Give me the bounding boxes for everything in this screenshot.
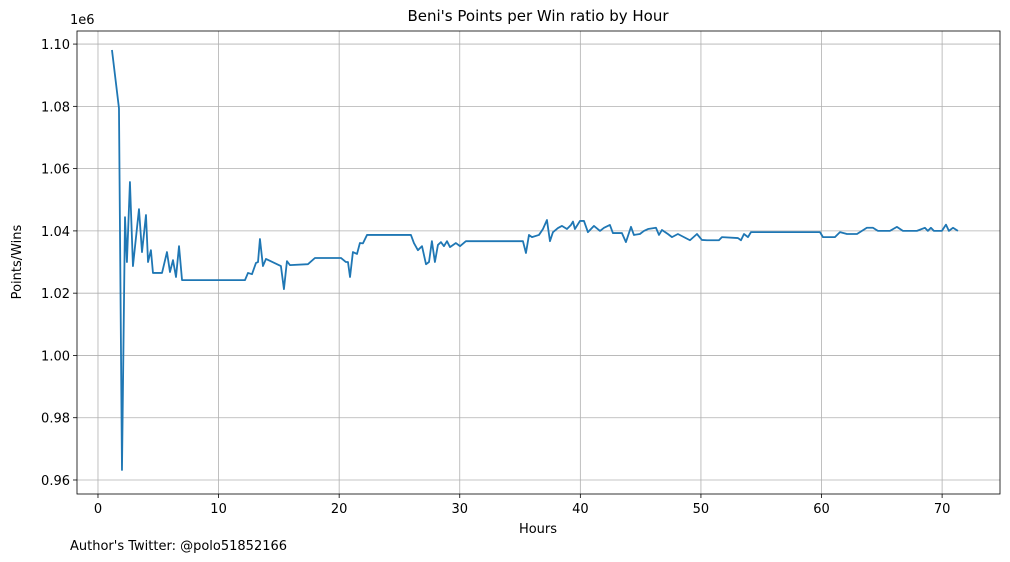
- y-tick-label: 1.06: [41, 163, 70, 178]
- y-tick-label: 1.08: [41, 100, 70, 115]
- y-tick-label: 1.02: [41, 287, 70, 302]
- x-tick-label: 40: [572, 502, 589, 517]
- x-axis-label: Hours: [519, 522, 557, 537]
- x-tick-label: 60: [813, 502, 830, 517]
- y-offset-label: 1e6: [70, 13, 95, 28]
- footer: Author's Twitter: @polo51852166: [70, 539, 287, 554]
- y-tick-label: 1.04: [41, 225, 70, 240]
- x-tick-label: 0: [94, 502, 102, 517]
- y-tick-label: 1.00: [41, 349, 70, 364]
- plot-frame: [76, 30, 1001, 495]
- x-tick-label: 20: [331, 502, 348, 517]
- x-tick-label: 70: [934, 502, 951, 517]
- y-axis-label: Points/Wins: [10, 224, 25, 299]
- x-tick-label: 10: [210, 502, 227, 517]
- y-tick-label: 1.10: [41, 38, 70, 53]
- y-tick-label: 0.96: [41, 474, 70, 489]
- x-tick-label: 30: [451, 502, 468, 517]
- x-tick-label: 50: [693, 502, 710, 517]
- chart-title: Beni's Points per Win ratio by Hour: [407, 7, 669, 25]
- y-tick-label: 0.98: [41, 412, 70, 427]
- data-line: [111, 49, 959, 471]
